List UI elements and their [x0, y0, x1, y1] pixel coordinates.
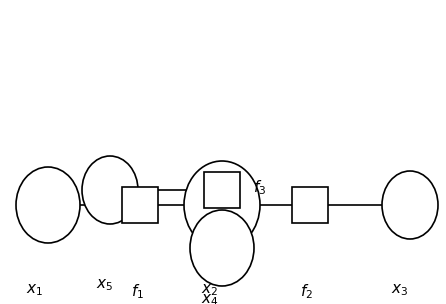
Text: $x_{5}$: $x_{5}$ [96, 277, 114, 293]
Text: $f_{3}$: $f_{3}$ [253, 179, 267, 197]
Text: $x_{3}$: $x_{3}$ [391, 282, 409, 298]
Text: $x_{1}$: $x_{1}$ [26, 282, 44, 298]
Ellipse shape [16, 167, 80, 243]
Ellipse shape [382, 171, 438, 239]
Bar [292, 187, 328, 223]
Text: $f_{1}$: $f_{1}$ [132, 283, 145, 301]
Ellipse shape [184, 161, 260, 249]
Text: $x_{4}$: $x_{4}$ [201, 292, 219, 304]
Ellipse shape [190, 210, 254, 286]
Bar [122, 187, 158, 223]
Text: $x_{2}$: $x_{2}$ [202, 282, 219, 298]
Text: $f_{2}$: $f_{2}$ [301, 283, 314, 301]
Ellipse shape [82, 156, 138, 224]
Bar [204, 172, 240, 208]
